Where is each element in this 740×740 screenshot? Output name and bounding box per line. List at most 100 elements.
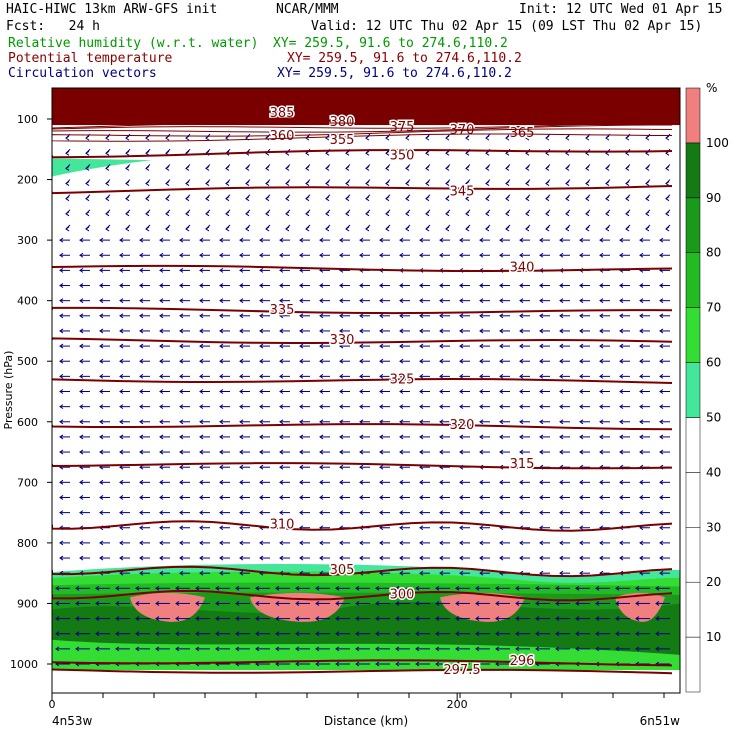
vector-arrowhead xyxy=(379,495,384,500)
y-tick-label-600: 600 xyxy=(17,416,38,429)
vector-arrowhead xyxy=(599,237,604,243)
vector-arrowhead xyxy=(505,150,510,156)
vector-arrowhead xyxy=(95,601,100,606)
vector-arrowhead xyxy=(199,434,204,440)
vector-arrowhead xyxy=(519,313,524,319)
vector-arrowhead xyxy=(459,419,464,425)
vector-arrowhead xyxy=(375,585,380,591)
vector-arrowhead xyxy=(179,525,184,531)
vector-arrowhead xyxy=(285,166,290,171)
vector-arrowhead xyxy=(579,555,584,561)
vector-arrowhead xyxy=(459,434,464,440)
vector-arrowhead xyxy=(225,196,230,202)
vector-arrowhead xyxy=(625,211,630,217)
vector-arrowhead xyxy=(559,283,564,288)
vector-arrowhead xyxy=(205,135,210,141)
vector-arrowhead xyxy=(95,585,100,591)
vector-arrowhead xyxy=(655,585,660,591)
vector-arrowhead xyxy=(55,646,60,652)
vector-arrowhead xyxy=(635,631,640,637)
vector-arrowhead xyxy=(79,495,84,500)
theta-label-365: 365 xyxy=(510,126,535,141)
theta-label-345: 345 xyxy=(450,185,475,200)
vector-arrowhead xyxy=(219,434,224,440)
vector-arrowhead xyxy=(119,343,124,349)
vector-arrowhead xyxy=(479,525,484,531)
vector-arrowhead xyxy=(415,601,420,606)
vector-arrowhead xyxy=(285,211,290,217)
vector-arrowhead xyxy=(139,328,144,334)
vector-arrowhead xyxy=(405,226,410,232)
vector-arrowhead xyxy=(219,389,224,394)
vector-arrowhead xyxy=(559,449,564,455)
vector-arrowhead xyxy=(215,646,220,652)
vector-arrowhead xyxy=(419,283,424,288)
vector-arrowhead xyxy=(119,298,124,304)
vector-arrowhead xyxy=(299,283,304,288)
vector-arrowhead xyxy=(359,555,364,561)
vector-arrowhead xyxy=(659,525,664,531)
vector-arrowhead xyxy=(485,135,490,141)
vector-arrowhead xyxy=(399,540,404,546)
vector-arrowhead xyxy=(65,181,70,186)
vector-arrowhead xyxy=(75,585,80,591)
y-tick-label-400: 400 xyxy=(17,295,38,308)
vector-arrowhead xyxy=(339,510,344,516)
vector-arrowhead xyxy=(439,404,444,410)
vector-arrowhead xyxy=(455,585,460,591)
vector-arrowhead xyxy=(119,540,124,546)
vector-arrowhead xyxy=(465,211,470,217)
vector-arrowhead xyxy=(239,495,244,500)
vector-arrowhead xyxy=(279,434,284,440)
vector-arrowhead xyxy=(199,525,204,531)
vector-arrowhead xyxy=(415,661,420,667)
vector-arrowhead xyxy=(639,283,644,288)
vector-arrowhead xyxy=(155,646,160,652)
vector-arrowhead xyxy=(395,646,400,652)
vector-arrowhead xyxy=(379,343,384,349)
vector-arrowhead xyxy=(299,449,304,455)
vector-arrowhead xyxy=(179,298,184,304)
vector-arrowhead xyxy=(399,495,404,500)
vector-arrowhead xyxy=(399,555,404,561)
vector-arrowhead xyxy=(619,389,624,394)
vector-arrowhead xyxy=(139,313,144,319)
vector-arrowhead xyxy=(559,404,564,410)
vector-arrowhead xyxy=(659,283,664,288)
vector-arrowhead xyxy=(399,570,404,576)
vector-arrowhead xyxy=(159,283,164,288)
theta-contour-330 xyxy=(52,337,673,344)
vector-arrowhead xyxy=(479,434,484,440)
vector-arrowhead xyxy=(179,252,184,258)
vector-arrowhead xyxy=(659,570,664,576)
vector-arrowhead xyxy=(519,449,524,455)
vector-arrowhead xyxy=(139,283,144,288)
vector-arrowhead xyxy=(459,328,464,334)
y-tick-label-200: 200 xyxy=(17,174,38,187)
vector-arrowhead xyxy=(455,631,460,637)
vector-arrowhead xyxy=(465,226,470,232)
vector-arrowhead xyxy=(365,226,370,232)
vector-arrowhead xyxy=(445,166,450,171)
vector-arrowhead xyxy=(199,252,204,258)
vector-arrowhead xyxy=(319,389,324,394)
vector-arrowhead xyxy=(319,479,324,485)
vector-arrowhead xyxy=(379,479,384,485)
vector-arrowhead xyxy=(459,570,464,576)
vector-arrowhead xyxy=(65,150,70,156)
vector-arrowhead xyxy=(459,495,464,500)
vector-arrowhead xyxy=(259,479,264,485)
vector-arrowhead xyxy=(135,616,140,621)
vector-arrowhead xyxy=(79,479,84,485)
vector-arrowhead xyxy=(85,135,90,141)
vector-arrowhead xyxy=(225,135,230,141)
vector-arrowhead xyxy=(279,464,284,470)
vector-arrowhead xyxy=(659,343,664,349)
vector-arrowhead xyxy=(185,211,190,217)
vector-arrowhead xyxy=(465,196,470,202)
vector-arrowhead xyxy=(505,135,510,141)
theta-label-310: 310 xyxy=(270,518,295,533)
vector-arrowhead xyxy=(279,510,284,516)
vector-arrowhead xyxy=(335,585,340,591)
vector-arrowhead xyxy=(59,313,64,319)
